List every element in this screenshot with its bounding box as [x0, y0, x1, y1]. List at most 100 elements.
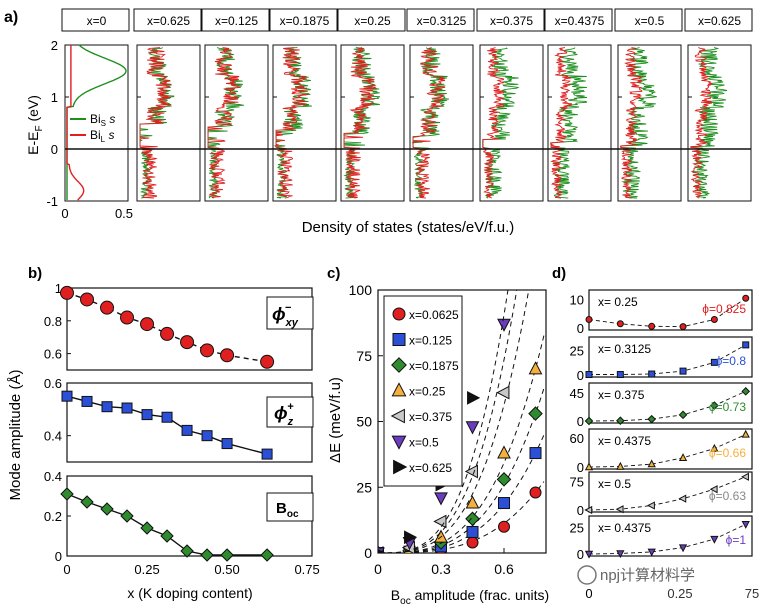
panel-d-point — [678, 453, 688, 461]
mode-point — [161, 411, 173, 423]
panel-c-ytick: 75 — [356, 348, 372, 364]
panel-d-fit — [588, 297, 746, 328]
mode-ytick: 1 — [55, 281, 62, 296]
panel-d-point — [647, 501, 655, 510]
dos-ytick: -1 — [46, 194, 58, 209]
panel-d-point — [585, 371, 593, 379]
legend-entry: x=0.625 — [409, 461, 452, 475]
dos-panel-title: x=0.625 — [698, 14, 741, 28]
panel-a-label: a) — [4, 9, 18, 26]
energy-point — [497, 445, 511, 459]
panel-d-point — [616, 550, 625, 559]
panel-d-point — [584, 550, 594, 559]
dos-panel-title-box — [614, 8, 683, 32]
mode-point — [140, 521, 154, 535]
dos-curve-bis — [550, 47, 588, 199]
dos-panel-title: x=0.25 — [354, 14, 391, 28]
dos-panel-title: x=0.1875 — [280, 14, 330, 28]
mode-point — [201, 430, 213, 442]
mode-xtick: 0.50 — [214, 562, 239, 577]
mode-xtick: 0.75 — [294, 562, 319, 577]
panel-c-xlabel: Boc amplitude (frac. units) — [391, 587, 549, 607]
dos-panel-title-box — [201, 8, 270, 32]
mode-point — [120, 509, 134, 523]
dos-curve-bil — [550, 47, 573, 199]
panel-d-ytick: 75 — [570, 475, 584, 490]
dos-panel-title: x=0.4375 — [555, 14, 605, 28]
panel-c-ylabel: ΔE (meV/f.u) — [327, 377, 344, 463]
dos-panels: -1 0 1 2 x=0 x=0.625 x=0.125 x=0.1875 x=0.25 x=0.… — [46, 8, 753, 209]
mode-xtick: 0.25 — [134, 562, 159, 577]
panel-d-phi-label: ϕ=0.8 — [716, 354, 747, 368]
mode-point — [260, 548, 274, 562]
panel-d-point — [741, 472, 749, 481]
legend-marker — [391, 435, 407, 450]
dos-panel-title: x=0.375 — [490, 14, 533, 28]
dos-panel-frame — [340, 44, 405, 202]
mode-point — [220, 548, 234, 562]
dos-panel-frame — [547, 44, 612, 202]
panel-c-series — [378, 290, 545, 553]
panel-d-fit — [588, 476, 746, 511]
legend-marker — [392, 333, 406, 346]
mode-point — [61, 390, 73, 402]
panel-d-phi-label: ϕ=1 — [726, 533, 747, 547]
mode-point — [101, 401, 113, 413]
panel-d-point — [647, 414, 656, 424]
mode-ytick: 0.6 — [44, 376, 62, 391]
panel-d-point — [678, 410, 688, 420]
dos-panel-title: x=0.125 — [215, 14, 258, 28]
panel-d-subplot-frame — [588, 471, 753, 513]
panel-c-ytick: 0 — [364, 545, 372, 561]
legend-entry: x=0.25 — [409, 385, 446, 399]
dos-curve-bil — [412, 47, 446, 199]
energy-point — [529, 447, 542, 460]
panel-d-point — [679, 367, 687, 375]
panel-d-xtick-0: 0 — [585, 586, 592, 601]
mode-ytick: 0.2 — [44, 509, 62, 524]
mode-label-phi-z: ϕz+ — [274, 401, 294, 428]
dos-curve-bil — [482, 47, 505, 199]
panel-d-x-label: x= 0.4375 — [598, 434, 651, 448]
dos-panel-title-box — [133, 8, 202, 32]
energy-point — [496, 385, 510, 400]
panel-d-subplot-frame — [588, 382, 753, 424]
energy-point — [498, 497, 510, 510]
panel-d-ytick: 0 — [577, 414, 584, 429]
dos-curve-bil — [690, 47, 713, 199]
mode-point — [200, 343, 215, 358]
panel-d-phi-label: ϕ=0.63 — [709, 489, 746, 503]
legend-bis: BiS s — [90, 112, 115, 128]
energy-point — [498, 520, 510, 533]
panel-d-point — [616, 416, 625, 425]
panel-a-xtick-0: 0 — [61, 206, 68, 221]
dos-ytick: 1 — [51, 90, 58, 105]
panel-d-phi-label: ϕ=0.825 — [702, 302, 746, 316]
panel-d-point — [679, 323, 687, 331]
energy-point — [497, 318, 511, 332]
legend-entry: x=0.0625 — [409, 308, 459, 322]
dos-panel-title-box — [337, 8, 406, 32]
panel-d-point — [616, 371, 624, 379]
panel-c-legend: x=0.0625 x=0.125 x=0.1875 x=0.25 x=0.375 x=0.… — [383, 295, 463, 487]
panel-d-point — [742, 341, 750, 349]
panel-c-label: c) — [327, 265, 340, 282]
legend-bil: BiL s — [90, 128, 114, 144]
mode-ytick: 0.8 — [44, 314, 62, 329]
panel-d-point — [741, 387, 751, 396]
panel-c-ytick: 50 — [356, 414, 372, 430]
panel-d-ytick: 45 — [570, 386, 584, 401]
panel-d-ytick: 25 — [570, 344, 584, 359]
panel-d-ytick: 10 — [570, 293, 584, 308]
dos-curve-bil — [273, 47, 309, 199]
watermark-text: npj计算材料学 — [600, 566, 695, 584]
mode-point — [181, 424, 193, 436]
energy-point — [378, 548, 386, 553]
panel-d-fit — [588, 523, 746, 555]
panel-d-point — [709, 485, 718, 494]
panel-d-point — [710, 358, 718, 366]
panel-d-point — [648, 322, 656, 330]
mode-label-boc: Boc — [276, 500, 299, 520]
panel-d-point — [584, 505, 593, 515]
panel-c-ytick: 100 — [349, 282, 373, 298]
